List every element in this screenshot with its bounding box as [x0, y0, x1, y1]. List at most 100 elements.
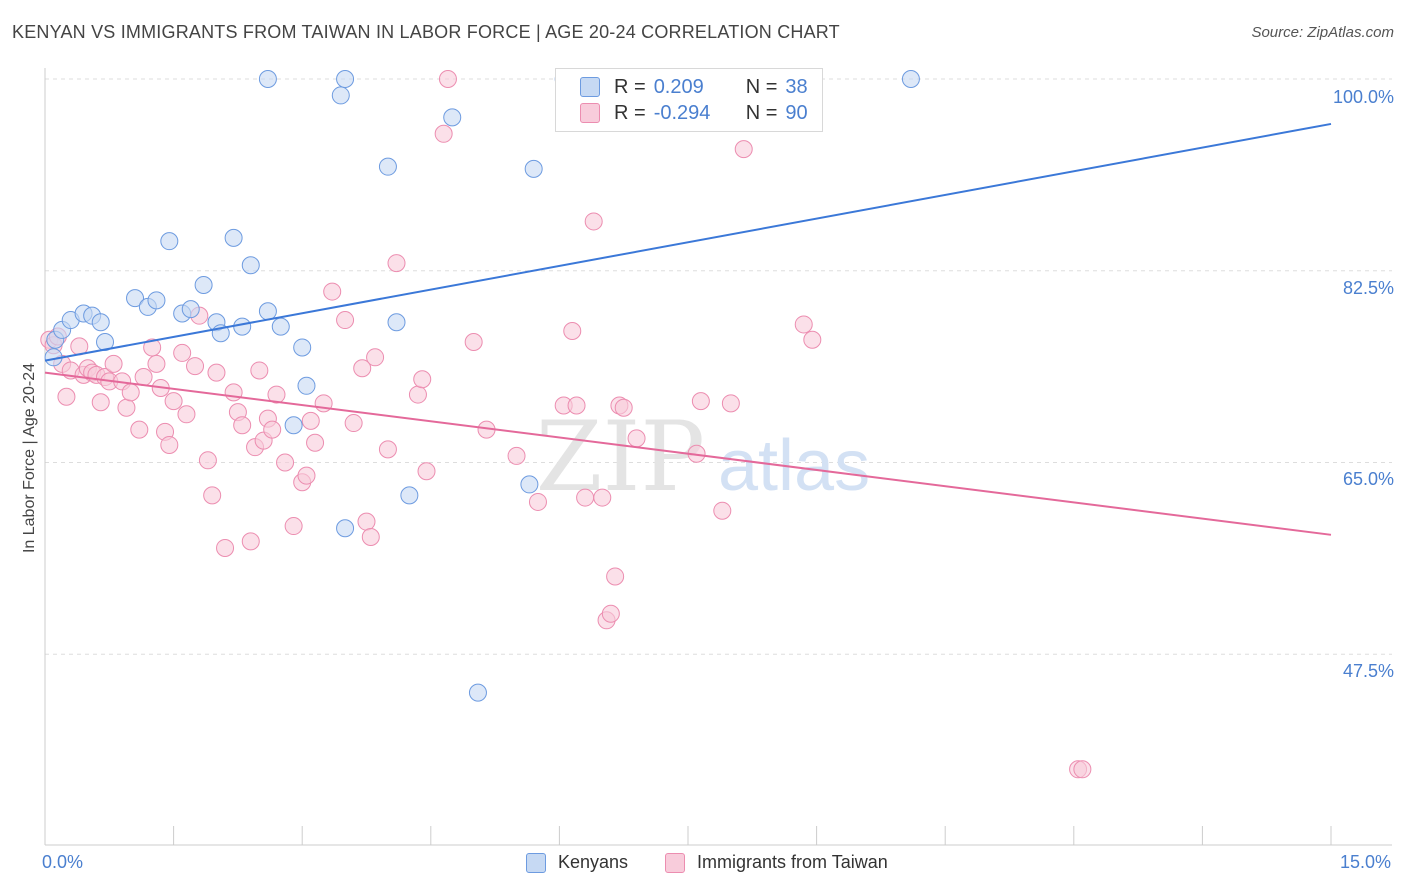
- legend-n-label: N =: [745, 75, 778, 98]
- data-point-taiwan: [378, 440, 397, 459]
- chart-title: KENYAN VS IMMIGRANTS FROM TAIWAN IN LABO…: [12, 22, 840, 42]
- data-point-taiwan: [601, 604, 620, 623]
- series-legend-kenyans: Kenyans: [526, 852, 628, 873]
- data-point-taiwan: [721, 394, 740, 413]
- data-point-taiwan: [606, 567, 625, 586]
- data-point-kenyans: [160, 232, 179, 251]
- y-tick-65: 65.0%: [1342, 469, 1394, 489]
- data-point-taiwan: [198, 451, 217, 470]
- x-tick-max: 15.0%: [1340, 852, 1392, 872]
- data-point-taiwan: [336, 311, 355, 330]
- data-point-taiwan: [233, 416, 252, 435]
- trend-line-taiwan: [44, 371, 1332, 536]
- legend-n-value: 90: [785, 101, 808, 124]
- series-legend-taiwan: Immigrants from Taiwan: [665, 852, 888, 873]
- data-point-taiwan: [130, 420, 149, 439]
- data-point-kenyans: [224, 228, 243, 247]
- data-point-taiwan: [104, 354, 123, 373]
- trend-lines: [44, 122, 1332, 536]
- legend-r-value: 0.209: [653, 75, 704, 98]
- data-point-kenyans: [336, 519, 355, 538]
- series-label-taiwan: Immigrants from Taiwan: [697, 852, 888, 872]
- series-label-kenyans: Kenyans: [558, 852, 629, 872]
- data-point-taiwan: [713, 501, 732, 520]
- data-points: [40, 70, 1092, 779]
- data-point-kenyans: [468, 683, 487, 702]
- data-point-taiwan: [408, 385, 427, 404]
- data-point-kenyans: [336, 70, 355, 88]
- data-point-taiwan: [177, 405, 196, 424]
- data-point-taiwan: [263, 420, 282, 439]
- stats-legend: R = 0.209 N = 38 R = -0.294 N = 90: [555, 68, 823, 132]
- data-point-taiwan: [387, 254, 406, 273]
- watermark-zip: ZIP: [536, 401, 705, 513]
- legend-r-label: R =: [614, 101, 646, 124]
- legend-r-label: R =: [614, 75, 646, 98]
- data-point-taiwan: [147, 354, 166, 373]
- data-point-taiwan: [417, 462, 436, 481]
- data-point-kenyans: [194, 275, 213, 294]
- data-point-taiwan: [323, 282, 342, 301]
- data-point-taiwan: [143, 338, 162, 357]
- data-point-kenyans: [293, 338, 312, 357]
- data-point-kenyans: [126, 289, 145, 308]
- legend-swatch-kenyans: [526, 852, 546, 873]
- data-point-taiwan: [1073, 760, 1092, 779]
- y-tick-82-5: 82.5%: [1342, 278, 1394, 298]
- data-point-taiwan: [297, 466, 316, 485]
- grid-lines: [45, 78, 1392, 655]
- data-point-kenyans: [378, 157, 397, 176]
- data-point-taiwan: [614, 398, 633, 417]
- data-point-taiwan: [507, 446, 526, 465]
- source-credit: Source: ZipAtlas.com: [1251, 24, 1394, 41]
- data-point-taiwan: [344, 414, 363, 433]
- x-tick-min: 0.0%: [42, 852, 84, 872]
- data-point-taiwan: [357, 512, 376, 531]
- legend-n-label: N =: [745, 101, 778, 124]
- data-point-taiwan: [794, 315, 813, 334]
- legend-swatch-pink: [580, 103, 600, 123]
- data-point-taiwan: [203, 486, 222, 505]
- data-point-kenyans: [387, 313, 406, 332]
- legend-row-kenyans: R = 0.209 N = 38: [556, 74, 808, 100]
- y-tick-47-5: 47.5%: [1342, 661, 1394, 681]
- data-point-taiwan: [301, 411, 320, 430]
- data-point-kenyans: [520, 475, 539, 494]
- data-point-taiwan: [134, 368, 153, 387]
- data-point-taiwan: [164, 392, 183, 411]
- data-point-taiwan: [593, 488, 612, 507]
- data-point-kenyans: [233, 317, 252, 336]
- data-point-kenyans: [271, 317, 290, 336]
- trend-line-kenyans: [44, 122, 1332, 362]
- legend-row-taiwan: R = -0.294 N = 90: [556, 100, 808, 126]
- data-point-taiwan: [160, 435, 179, 454]
- data-point-taiwan: [353, 359, 372, 378]
- data-point-kenyans: [181, 300, 200, 319]
- y-tick-100: 100.0%: [1332, 87, 1394, 107]
- data-point-taiwan: [241, 532, 260, 551]
- data-point-taiwan: [567, 396, 586, 415]
- legend-swatch-blue: [580, 77, 600, 97]
- data-point-taiwan: [121, 383, 140, 402]
- data-point-taiwan: [528, 492, 547, 511]
- data-point-taiwan: [576, 488, 595, 507]
- data-point-taiwan: [117, 398, 136, 417]
- data-point-taiwan: [276, 453, 295, 472]
- axes: [44, 68, 1392, 846]
- data-point-kenyans: [901, 70, 920, 88]
- data-point-taiwan: [584, 212, 603, 231]
- data-point-taiwan: [250, 361, 269, 380]
- data-point-taiwan: [57, 387, 76, 406]
- data-point-kenyans: [400, 486, 419, 505]
- legend-n-value: 38: [785, 75, 808, 98]
- data-point-taiwan: [803, 330, 822, 349]
- data-point-taiwan: [186, 357, 205, 376]
- data-point-taiwan: [563, 322, 582, 341]
- data-point-taiwan: [207, 363, 226, 382]
- data-point-taiwan: [413, 370, 432, 389]
- data-point-kenyans: [443, 108, 462, 127]
- data-point-taiwan: [267, 385, 286, 404]
- data-point-kenyans: [284, 416, 303, 435]
- data-point-kenyans: [91, 313, 110, 332]
